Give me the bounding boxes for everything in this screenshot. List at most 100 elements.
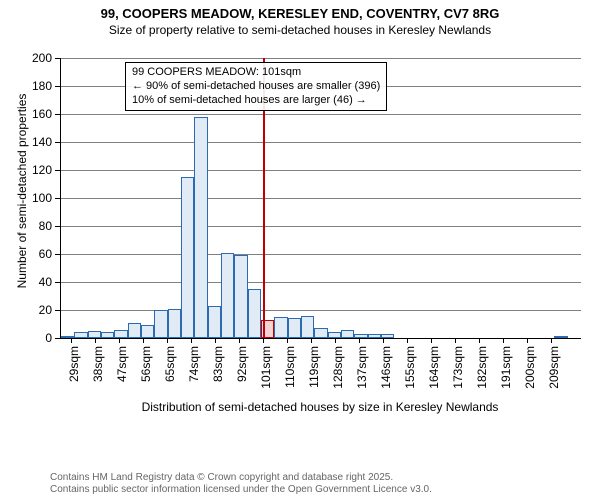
histogram-bar	[61, 336, 74, 338]
x-tick-label: 209sqm	[547, 346, 561, 396]
x-tick	[71, 338, 72, 343]
y-tick	[55, 282, 60, 283]
gridline	[61, 282, 581, 283]
x-tick-label: 128sqm	[331, 346, 345, 396]
x-tick-label: 101sqm	[259, 346, 273, 396]
histogram-bar	[301, 316, 314, 338]
x-tick	[191, 338, 192, 343]
page-title: 99, COOPERS MEADOW, KERESLEY END, COVENT…	[0, 0, 600, 21]
histogram-bar	[288, 318, 301, 338]
histogram-bar	[554, 336, 567, 338]
x-tick-label: 83sqm	[211, 346, 225, 396]
gridline	[61, 310, 581, 311]
x-tick-label: 38sqm	[91, 346, 105, 396]
y-tick	[55, 114, 60, 115]
x-axis-label: Distribution of semi-detached houses by …	[60, 400, 580, 414]
y-tick	[55, 226, 60, 227]
x-tick	[455, 338, 456, 343]
gridline	[61, 58, 581, 59]
x-tick	[287, 338, 288, 343]
plot-area: 99 COOPERS MEADOW: 101sqm← 90% of semi-d…	[60, 58, 581, 339]
x-tick	[479, 338, 480, 343]
y-tick-label: 100	[24, 191, 52, 205]
credit-line-2: Contains public sector information licen…	[50, 484, 432, 496]
x-tick	[167, 338, 168, 343]
x-tick-label: 110sqm	[283, 346, 297, 396]
y-tick	[55, 58, 60, 59]
x-tick-label: 74sqm	[187, 346, 201, 396]
x-tick	[431, 338, 432, 343]
histogram-bar	[101, 332, 114, 338]
y-tick-label: 160	[24, 107, 52, 121]
histogram-bar	[354, 334, 367, 338]
histogram-bar	[368, 334, 381, 338]
y-tick	[55, 86, 60, 87]
x-tick-label: 137sqm	[355, 346, 369, 396]
x-tick-label: 56sqm	[139, 346, 153, 396]
y-tick-label: 80	[24, 219, 52, 233]
y-tick	[55, 338, 60, 339]
histogram-bar	[234, 255, 247, 338]
page-subtitle: Size of property relative to semi-detach…	[0, 23, 600, 37]
x-tick	[359, 338, 360, 343]
y-tick-label: 140	[24, 135, 52, 149]
x-tick-label: 191sqm	[499, 346, 513, 396]
x-tick-label: 47sqm	[115, 346, 129, 396]
y-tick-label: 200	[24, 51, 52, 65]
histogram-bar	[181, 177, 194, 338]
callout-line3: 10% of semi-detached houses are larger (…	[132, 94, 380, 108]
gridline	[61, 198, 581, 199]
x-tick	[119, 338, 120, 343]
x-tick-label: 182sqm	[475, 346, 489, 396]
x-tick	[215, 338, 216, 343]
histogram-chart: Number of semi-detached properties 99 CO…	[0, 44, 600, 440]
gridline	[61, 170, 581, 171]
x-tick	[551, 338, 552, 343]
credit-line-1: Contains HM Land Registry data © Crown c…	[50, 472, 432, 484]
y-tick	[55, 198, 60, 199]
x-tick	[239, 338, 240, 343]
y-tick-label: 180	[24, 79, 52, 93]
gridline	[61, 114, 581, 115]
y-tick-label: 20	[24, 303, 52, 317]
gridline	[61, 254, 581, 255]
y-tick	[55, 254, 60, 255]
callout-line1: 99 COOPERS MEADOW: 101sqm	[132, 66, 380, 80]
x-tick-label: 146sqm	[379, 346, 393, 396]
histogram-bar	[74, 332, 87, 338]
x-tick-label: 92sqm	[235, 346, 249, 396]
x-tick-label: 173sqm	[451, 346, 465, 396]
y-tick	[55, 310, 60, 311]
histogram-bar	[88, 331, 101, 338]
histogram-bar	[341, 330, 354, 338]
histogram-bar	[128, 323, 141, 338]
x-tick	[263, 338, 264, 343]
histogram-bar	[274, 317, 287, 338]
y-tick-label: 0	[24, 331, 52, 345]
x-tick	[527, 338, 528, 343]
x-tick	[335, 338, 336, 343]
histogram-bar	[314, 328, 327, 338]
callout-box: 99 COOPERS MEADOW: 101sqm← 90% of semi-d…	[125, 62, 387, 111]
x-tick-label: 200sqm	[523, 346, 537, 396]
x-tick-label: 164sqm	[427, 346, 441, 396]
histogram-bar	[194, 117, 207, 338]
x-tick	[383, 338, 384, 343]
histogram-bar	[154, 310, 167, 338]
histogram-bar	[221, 253, 234, 338]
x-tick-label: 29sqm	[67, 346, 81, 396]
histogram-bar	[141, 325, 154, 338]
histogram-bar	[114, 330, 127, 338]
x-tick	[311, 338, 312, 343]
x-tick-label: 119sqm	[307, 346, 321, 396]
x-tick	[503, 338, 504, 343]
histogram-bar	[168, 309, 181, 338]
y-tick-label: 120	[24, 163, 52, 177]
x-tick-label: 155sqm	[403, 346, 417, 396]
histogram-bar	[208, 306, 221, 338]
gridline	[61, 142, 581, 143]
x-tick-label: 65sqm	[163, 346, 177, 396]
gridline	[61, 226, 581, 227]
y-tick	[55, 142, 60, 143]
y-tick	[55, 170, 60, 171]
